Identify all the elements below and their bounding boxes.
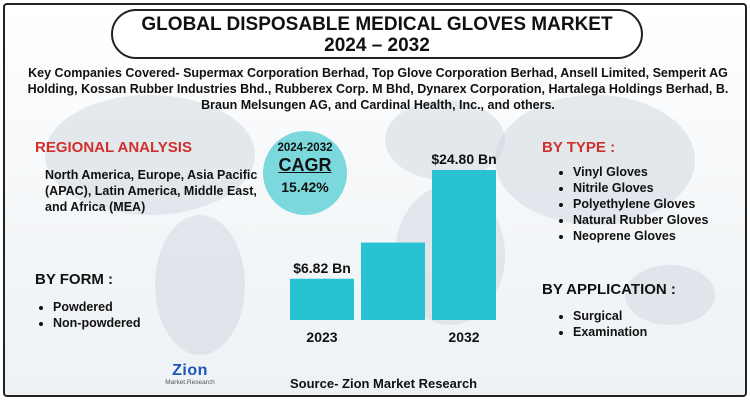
page-title: GLOBAL DISPOSABLE MEDICAL GLOVES MARKET … <box>111 9 643 59</box>
logo-subtitle: Market.Research <box>165 379 215 386</box>
cagr-value: 15.42% <box>281 179 329 195</box>
bar-0 <box>290 278 354 320</box>
list-item: Vinyl Gloves <box>573 164 708 180</box>
logo-name: Zion <box>172 362 208 379</box>
by-application-list: Surgical Examination <box>555 308 647 340</box>
map-background-asia <box>495 95 695 225</box>
list-item: Natural Rubber Gloves <box>573 212 708 228</box>
infographic-frame: GLOBAL DISPOSABLE MEDICAL GLOVES MARKET … <box>3 3 747 397</box>
category-label-2: 2032 <box>448 329 479 345</box>
data-label-0: $6.82 Bn <box>293 260 351 276</box>
by-type-list: Vinyl Gloves Nitrile Gloves Polyethylene… <box>555 164 708 244</box>
category-label-0: 2023 <box>306 329 337 345</box>
list-item: Polyethylene Gloves <box>573 196 708 212</box>
bar-chart: $6.82 Bn 2023 $24.80 Bn 2032 <box>290 151 497 345</box>
source-text: Source- Zion Market Research <box>290 376 478 391</box>
bar-1 <box>361 242 425 320</box>
cagr-badge: 2024-2032 CAGR 15.42% <box>263 131 347 215</box>
list-item: Nitrile Gloves <box>573 180 708 196</box>
by-form-heading: BY FORM : <box>35 271 114 288</box>
map-background-south-america <box>155 215 245 355</box>
regional-analysis-heading: REGIONAL ANALYSIS <box>35 139 192 156</box>
map-background-europe <box>385 100 505 180</box>
by-application-heading: BY APPLICATION : <box>542 281 676 298</box>
regional-analysis-text: North America, Europe, Asia Pacific (APA… <box>45 168 258 214</box>
bar-2 <box>432 170 496 320</box>
title-line-2: 2024 – 2032 <box>324 35 430 56</box>
cagr-period: 2024-2032 <box>277 142 333 154</box>
data-label-2: $24.80 Bn <box>431 151 496 167</box>
title-line-1: GLOBAL DISPOSABLE MEDICAL GLOVES MARKET <box>141 14 613 35</box>
key-companies-text: Key Companies Covered- Supermax Corporat… <box>27 66 729 112</box>
cagr-label: CAGR <box>278 155 332 175</box>
by-form-list: Powdered Non-powdered <box>35 299 141 331</box>
list-item: Powdered <box>53 299 141 315</box>
map-background-australia <box>625 265 715 325</box>
list-item: Examination <box>573 324 647 340</box>
zion-logo: Zion Market.Research <box>155 363 225 387</box>
map-background-north-america <box>45 95 255 215</box>
list-item: Non-powdered <box>53 315 141 331</box>
by-type-heading: BY TYPE : <box>542 139 616 156</box>
list-item: Neoprene Gloves <box>573 228 708 244</box>
list-item: Surgical <box>573 308 647 324</box>
